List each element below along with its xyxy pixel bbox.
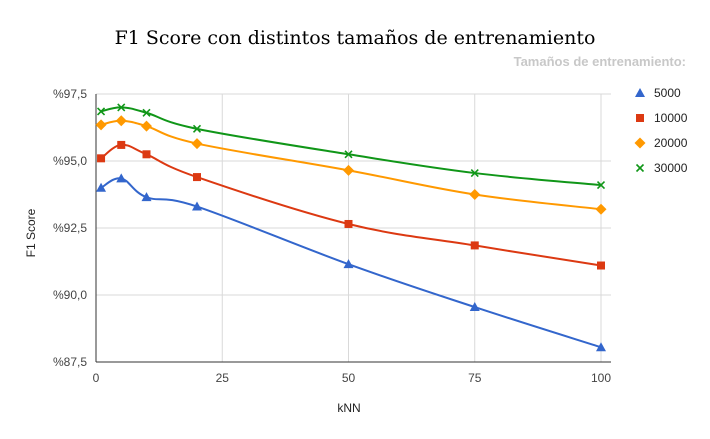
data-point-5000 [116, 173, 127, 183]
legend-label-30000: 30000 [654, 161, 688, 175]
data-point-10000 [193, 173, 201, 182]
data-point-20000 [115, 115, 127, 127]
data-point-30000 [142, 108, 151, 117]
marker-stroke [344, 150, 353, 159]
data-point-10000 [97, 154, 106, 163]
series-line-5000 [100, 177, 602, 349]
data-point-20000 [95, 119, 107, 131]
data-point-30000 [192, 124, 202, 133]
data-point-20000 [141, 120, 152, 132]
grid-lines [96, 93, 611, 362]
marker-stroke [96, 107, 106, 116]
legend-item-30000: 30000 [635, 161, 688, 175]
data-point-30000 [117, 103, 126, 112]
legend-title: Tamaños de entrenamiento: [514, 54, 686, 69]
x-tick-labels: 0 25 50 75 100 [93, 371, 612, 385]
x-tick-label: 25 [216, 371, 230, 385]
marker-stroke [470, 168, 479, 178]
y-tick-labels: %87,5 %90,0 %92,5 %95,0 %97,5 [53, 87, 87, 369]
data-point-5000 [141, 192, 152, 202]
legend-label-5000: 5000 [654, 86, 681, 100]
x-axis-label: kNN [337, 401, 360, 415]
data-point-10000 [117, 140, 126, 149]
legend-item-10000: 10000 [636, 111, 688, 125]
x-tick-label: 100 [591, 371, 611, 385]
data-point-10000 [470, 241, 479, 250]
x-tick-label: 50 [342, 371, 356, 385]
data-point-5000 [96, 182, 107, 192]
data-point-5000 [343, 259, 354, 269]
data-point-5000 [596, 342, 606, 352]
y-tick-label: %90,0 [53, 288, 87, 302]
legend: 5000 10000 20000 30000 [634, 86, 688, 175]
data-point-10000 [344, 219, 353, 228]
data-point-30000 [344, 150, 353, 159]
marker-stroke [596, 181, 606, 190]
axes [95, 94, 611, 363]
marker-stroke [192, 124, 202, 133]
y-axis-label: F1 Score [24, 208, 38, 257]
series-group [95, 103, 607, 352]
x-tick-label: 0 [93, 371, 100, 385]
data-point-30000 [470, 168, 479, 178]
series-line-20000 [100, 119, 602, 211]
series-5000 [96, 173, 606, 352]
marker-stroke [117, 103, 126, 112]
data-point-5000 [192, 201, 202, 211]
y-tick-label: %92,5 [53, 221, 87, 235]
data-point-30000 [96, 107, 106, 116]
series-line-30000 [100, 106, 602, 187]
legend-item-20000: 20000 [634, 136, 688, 150]
data-point-20000 [191, 138, 203, 150]
series-20000 [95, 115, 607, 215]
legend-marker-10000 [636, 114, 644, 122]
data-point-20000 [469, 189, 481, 200]
legend-marker-30000 [635, 163, 645, 173]
marker-stroke [635, 163, 645, 173]
series-30000 [96, 103, 606, 190]
legend-label-10000: 10000 [654, 111, 688, 125]
data-point-30000 [596, 181, 606, 190]
legend-label-20000: 20000 [654, 136, 688, 150]
legend-marker-20000 [634, 137, 646, 149]
legend-item-5000: 5000 [635, 86, 681, 100]
data-point-10000 [597, 261, 605, 270]
y-tick-label: %87,5 [53, 355, 87, 369]
data-point-5000 [469, 302, 480, 312]
series-line-10000 [100, 143, 602, 267]
y-tick-label: %95,0 [53, 154, 87, 168]
data-point-20000 [343, 164, 354, 176]
marker-stroke [142, 108, 151, 117]
legend-marker-5000 [635, 88, 645, 97]
x-tick-label: 75 [468, 371, 482, 385]
y-tick-label: %97,5 [53, 87, 87, 101]
chart-title: F1 Score con distintos tamaños de entren… [115, 27, 596, 49]
data-point-10000 [142, 150, 151, 159]
series-10000 [97, 140, 605, 270]
data-point-20000 [595, 203, 607, 215]
